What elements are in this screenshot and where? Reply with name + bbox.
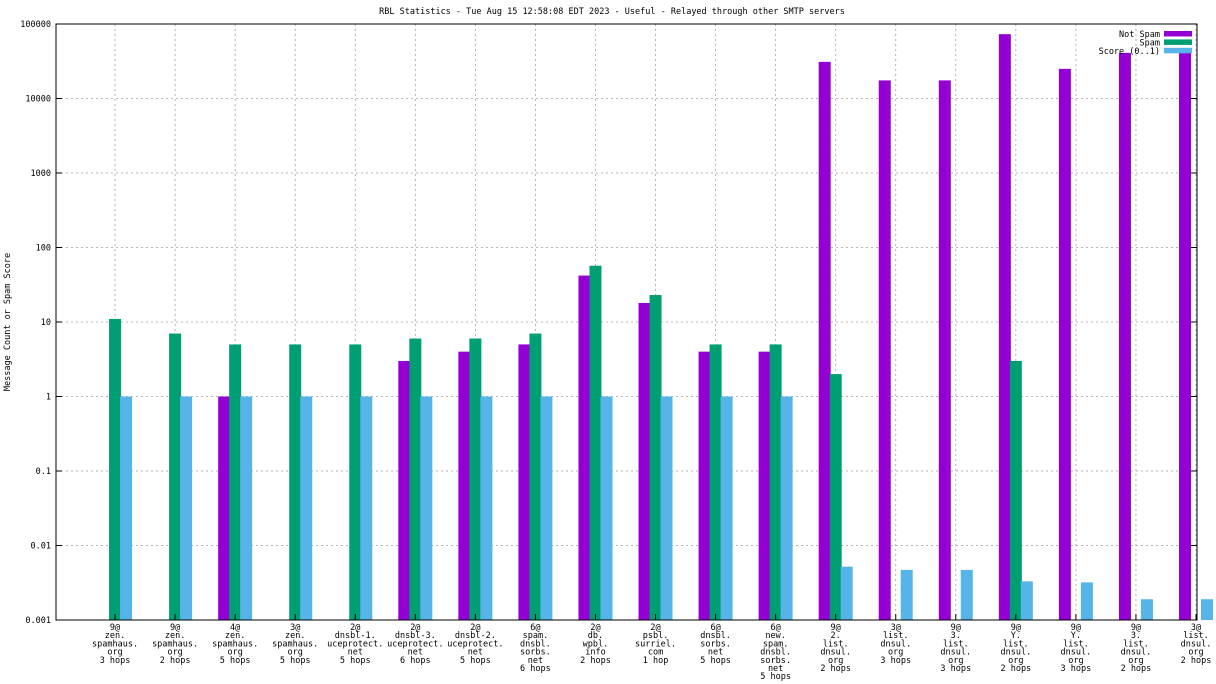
bar-score-0-1 <box>360 396 373 620</box>
plot-frame <box>55 23 1198 621</box>
x-tick-label: 2@ db. wpbl. info 2 hops <box>580 623 611 666</box>
bar-spam <box>169 333 182 620</box>
bar-score-0-1 <box>180 396 193 620</box>
bar-score-0-1 <box>480 396 493 620</box>
y-tick-label: 100000 <box>20 20 51 30</box>
x-tick-label: 3@ list. dnsul. org 2 hops <box>1181 623 1212 666</box>
bar-spam <box>409 338 422 620</box>
bar-score-0-1 <box>300 396 313 620</box>
bar-score-0-1 <box>600 396 613 620</box>
legend-label: Score (0..1) <box>1099 47 1160 57</box>
bar-score-0-1 <box>1020 581 1033 620</box>
x-tick-label: 2@ dnsbl-1. uceprotect. net 5 hops <box>327 623 383 666</box>
x-tick-label: 9@ 3. list. dnsul. org 2 hops <box>1121 623 1152 674</box>
y-tick-label: 0.01 <box>31 542 51 552</box>
bar-spam <box>1009 360 1022 620</box>
bar-score-0-1 <box>540 396 553 620</box>
bar-score-0-1 <box>240 396 253 620</box>
x-tick-label: 2@ dnsbl-2. uceprotect. net 5 hops <box>447 623 503 666</box>
bars <box>109 34 1213 621</box>
y-tick-label: 100 <box>36 244 51 254</box>
x-tick-label: 6@ dnsbl. sorbs. net 5 hops <box>700 623 731 666</box>
bar-not-spam <box>578 275 591 620</box>
x-tick-label: 9@ zen. spamhaus. org 2 hops <box>152 623 198 666</box>
y-tick-label: 1 <box>46 393 51 403</box>
bar-not-spam <box>218 396 231 620</box>
x-tick-label: 2@ psbl. surriel. com 1 hop <box>635 623 676 666</box>
y-tick-label: 1000 <box>31 169 51 179</box>
bar-not-spam <box>638 302 651 620</box>
bar-not-spam <box>818 61 831 620</box>
bar-score-0-1 <box>1140 599 1153 620</box>
bar-score-0-1 <box>900 569 913 620</box>
bar-spam <box>529 333 542 620</box>
x-tick-label: 9@ zen. spamhaus. org 3 hops <box>92 623 138 666</box>
bar-spam <box>469 338 482 620</box>
bar-spam <box>649 295 662 620</box>
x-tick-label: 9@ Y. list. dnsul. org 2 hops <box>1000 623 1031 674</box>
bar-spam <box>349 344 362 620</box>
bar-spam <box>289 344 302 620</box>
y-tick-label: 0.1 <box>36 467 51 477</box>
bar-not-spam <box>458 351 471 620</box>
bar-not-spam <box>878 80 891 620</box>
legend-label: Not Spam <box>1119 30 1160 40</box>
bar-spam <box>229 344 242 620</box>
bar-not-spam <box>1179 52 1191 621</box>
bar-score-0-1 <box>1080 582 1093 620</box>
x-tick-label: 6@ new. spam. dnsbl. sorbs. net 5 hops <box>760 623 791 682</box>
legend-swatch <box>1164 31 1192 37</box>
bar-score-0-1 <box>660 396 673 620</box>
y-tick-label: 10000 <box>25 95 51 105</box>
bar-not-spam <box>758 351 771 620</box>
bar-score-0-1 <box>420 396 433 620</box>
bar-spam <box>769 344 782 620</box>
bar-spam <box>829 374 842 620</box>
y-axis-label: Message Count or Spam Score <box>3 253 13 391</box>
bar-spam <box>589 265 602 620</box>
bar-score-0-1 <box>960 569 973 620</box>
bar-not-spam <box>1118 52 1131 621</box>
bar-not-spam <box>938 80 951 620</box>
y-tick-label: 0.001 <box>25 616 51 626</box>
bar-not-spam <box>998 34 1011 621</box>
x-axis-ticks: 9@ zen. spamhaus. org 3 hops 9@ zen. spamhaus. o… <box>92 614 1211 682</box>
bar-not-spam <box>698 351 711 620</box>
x-tick-label: 3@ list. dnsul. org 3 hops <box>880 623 911 666</box>
x-tick-label: 9@ 3. list. dnsul. org 3 hops <box>940 623 971 674</box>
legend-swatch <box>1164 47 1192 54</box>
bar-not-spam <box>518 344 531 620</box>
x-tick-label: 9@ 2. list. dnsul. org 2 hops <box>820 623 851 674</box>
x-tick-label: 4@ zen. spamhaus. org 5 hops <box>212 623 258 666</box>
bar-spam <box>109 318 122 620</box>
y-tick-label: 10 <box>41 318 51 328</box>
bar-not-spam <box>1058 68 1071 621</box>
bar-spam <box>709 344 722 620</box>
bar-score-0-1 <box>840 566 853 620</box>
x-tick-label: 6@ spam. dnsbl. sorbs. net 6 hops <box>520 623 551 674</box>
x-tick-label: 9@ Y. list. dnsul. org 3 hops <box>1061 623 1092 674</box>
bar-not-spam <box>398 360 411 620</box>
bar-score-0-1 <box>120 396 133 620</box>
chart-title: RBL Statistics - Tue Aug 15 12:58:08 EDT… <box>379 7 845 17</box>
legend-label: Spam <box>1140 38 1160 48</box>
x-tick-label: 2@ dnsbl-3. uceprotect. net 6 hops <box>387 623 443 666</box>
legend-swatch <box>1164 39 1192 45</box>
x-tick-label: 3@ zen. spamhaus. org 5 hops <box>272 623 318 666</box>
bar-score-0-1 <box>720 396 733 620</box>
bar-score-0-1 <box>1201 599 1213 620</box>
bar-score-0-1 <box>780 396 793 620</box>
